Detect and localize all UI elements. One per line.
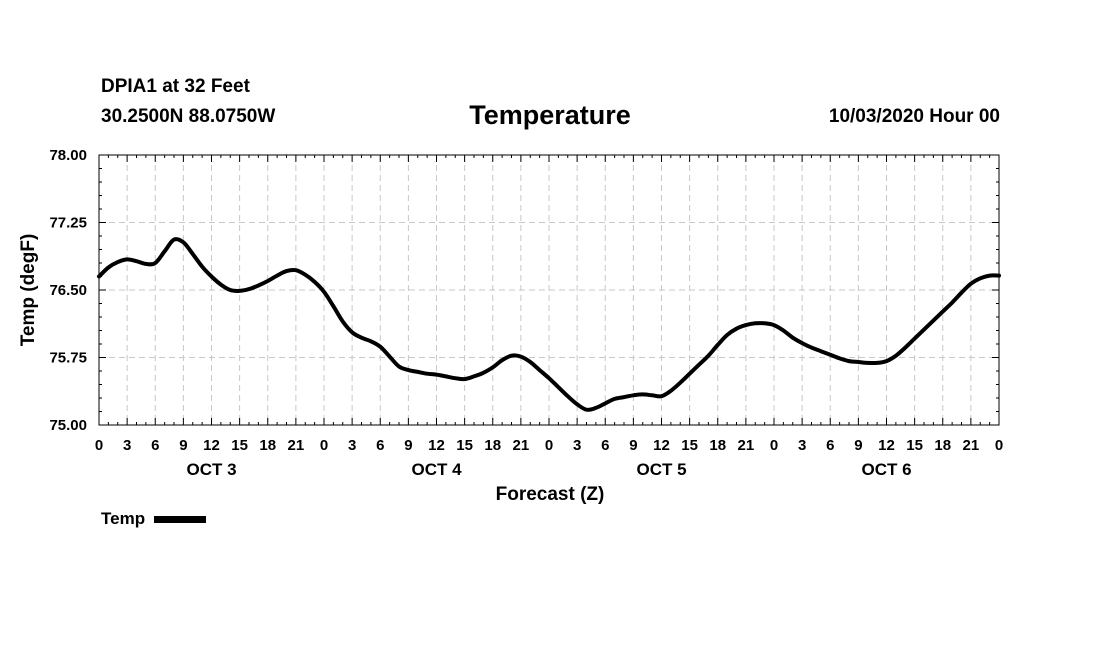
station-label: DPIA1 at 32 Feet [101, 76, 250, 97]
legend-label: Temp [101, 509, 146, 528]
x-tick-label: 21 [288, 437, 305, 454]
x-tick-label: 0 [95, 437, 103, 454]
axis-ticks [98, 154, 1000, 426]
y-tick-label: 75.00 [49, 417, 87, 434]
x-tick-label: 9 [404, 437, 412, 454]
y-tick-label: 77.25 [49, 215, 87, 232]
x-tick-label: 12 [203, 437, 220, 454]
x-tick-label: 6 [151, 437, 159, 454]
day-label: OCT 5 [636, 460, 686, 479]
y-tick-label: 76.50 [49, 282, 87, 299]
x-tick-label: 9 [179, 437, 187, 454]
axis-labels: 0 3 6 9 12 15 18 21 0 3 6 9 12 15 18 21 0 3 6 9 12 15 18 21 0 3 6 9… [49, 147, 1003, 479]
series-line-temp [97, 237, 1001, 412]
x-tick-label: 3 [123, 437, 131, 454]
x-tick-label: 0 [320, 437, 328, 454]
x-tick-label: 0 [770, 437, 778, 454]
y-tick-label: 78.00 [49, 147, 87, 164]
x-tick-label: 3 [348, 437, 356, 454]
x-tick-label: 15 [681, 437, 698, 454]
day-label: OCT 3 [186, 460, 236, 479]
day-label: OCT 6 [861, 460, 911, 479]
x-tick-label: 18 [484, 437, 501, 454]
x-tick-label: 6 [826, 437, 834, 454]
y-axis-title: Temp (degF) [18, 234, 39, 347]
x-tick-label: 0 [545, 437, 553, 454]
x-tick-label: 6 [376, 437, 384, 454]
x-tick-label: 18 [709, 437, 726, 454]
x-tick-label: 12 [653, 437, 670, 454]
coordinates-label: 30.2500N 88.0750W [101, 106, 276, 127]
x-tick-label: 18 [934, 437, 951, 454]
legend: Temp [101, 509, 207, 529]
x-tick-label: 0 [995, 437, 1003, 454]
legend-swatch [154, 515, 207, 523]
x-tick-label: 12 [878, 437, 895, 454]
x-tick-label: 12 [428, 437, 445, 454]
x-tick-label: 15 [906, 437, 923, 454]
forecast-timestamp: 10/03/2020 Hour 00 [828, 106, 1000, 127]
x-axis-title: Forecast (Z) [496, 484, 605, 505]
chart-title: Temperature [469, 100, 631, 130]
x-tick-label: 21 [513, 437, 530, 454]
x-tick-label: 15 [456, 437, 473, 454]
x-tick-label: 9 [629, 437, 637, 454]
x-tick-label: 15 [231, 437, 248, 454]
x-tick-label: 21 [963, 437, 980, 454]
day-label: OCT 4 [411, 460, 462, 479]
y-tick-label: 75.75 [49, 350, 87, 367]
x-tick-label: 3 [798, 437, 806, 454]
x-tick-label: 21 [738, 437, 755, 454]
x-tick-label: 9 [854, 437, 862, 454]
x-tick-label: 18 [259, 437, 276, 454]
x-tick-label: 3 [573, 437, 581, 454]
x-tick-label: 6 [601, 437, 609, 454]
